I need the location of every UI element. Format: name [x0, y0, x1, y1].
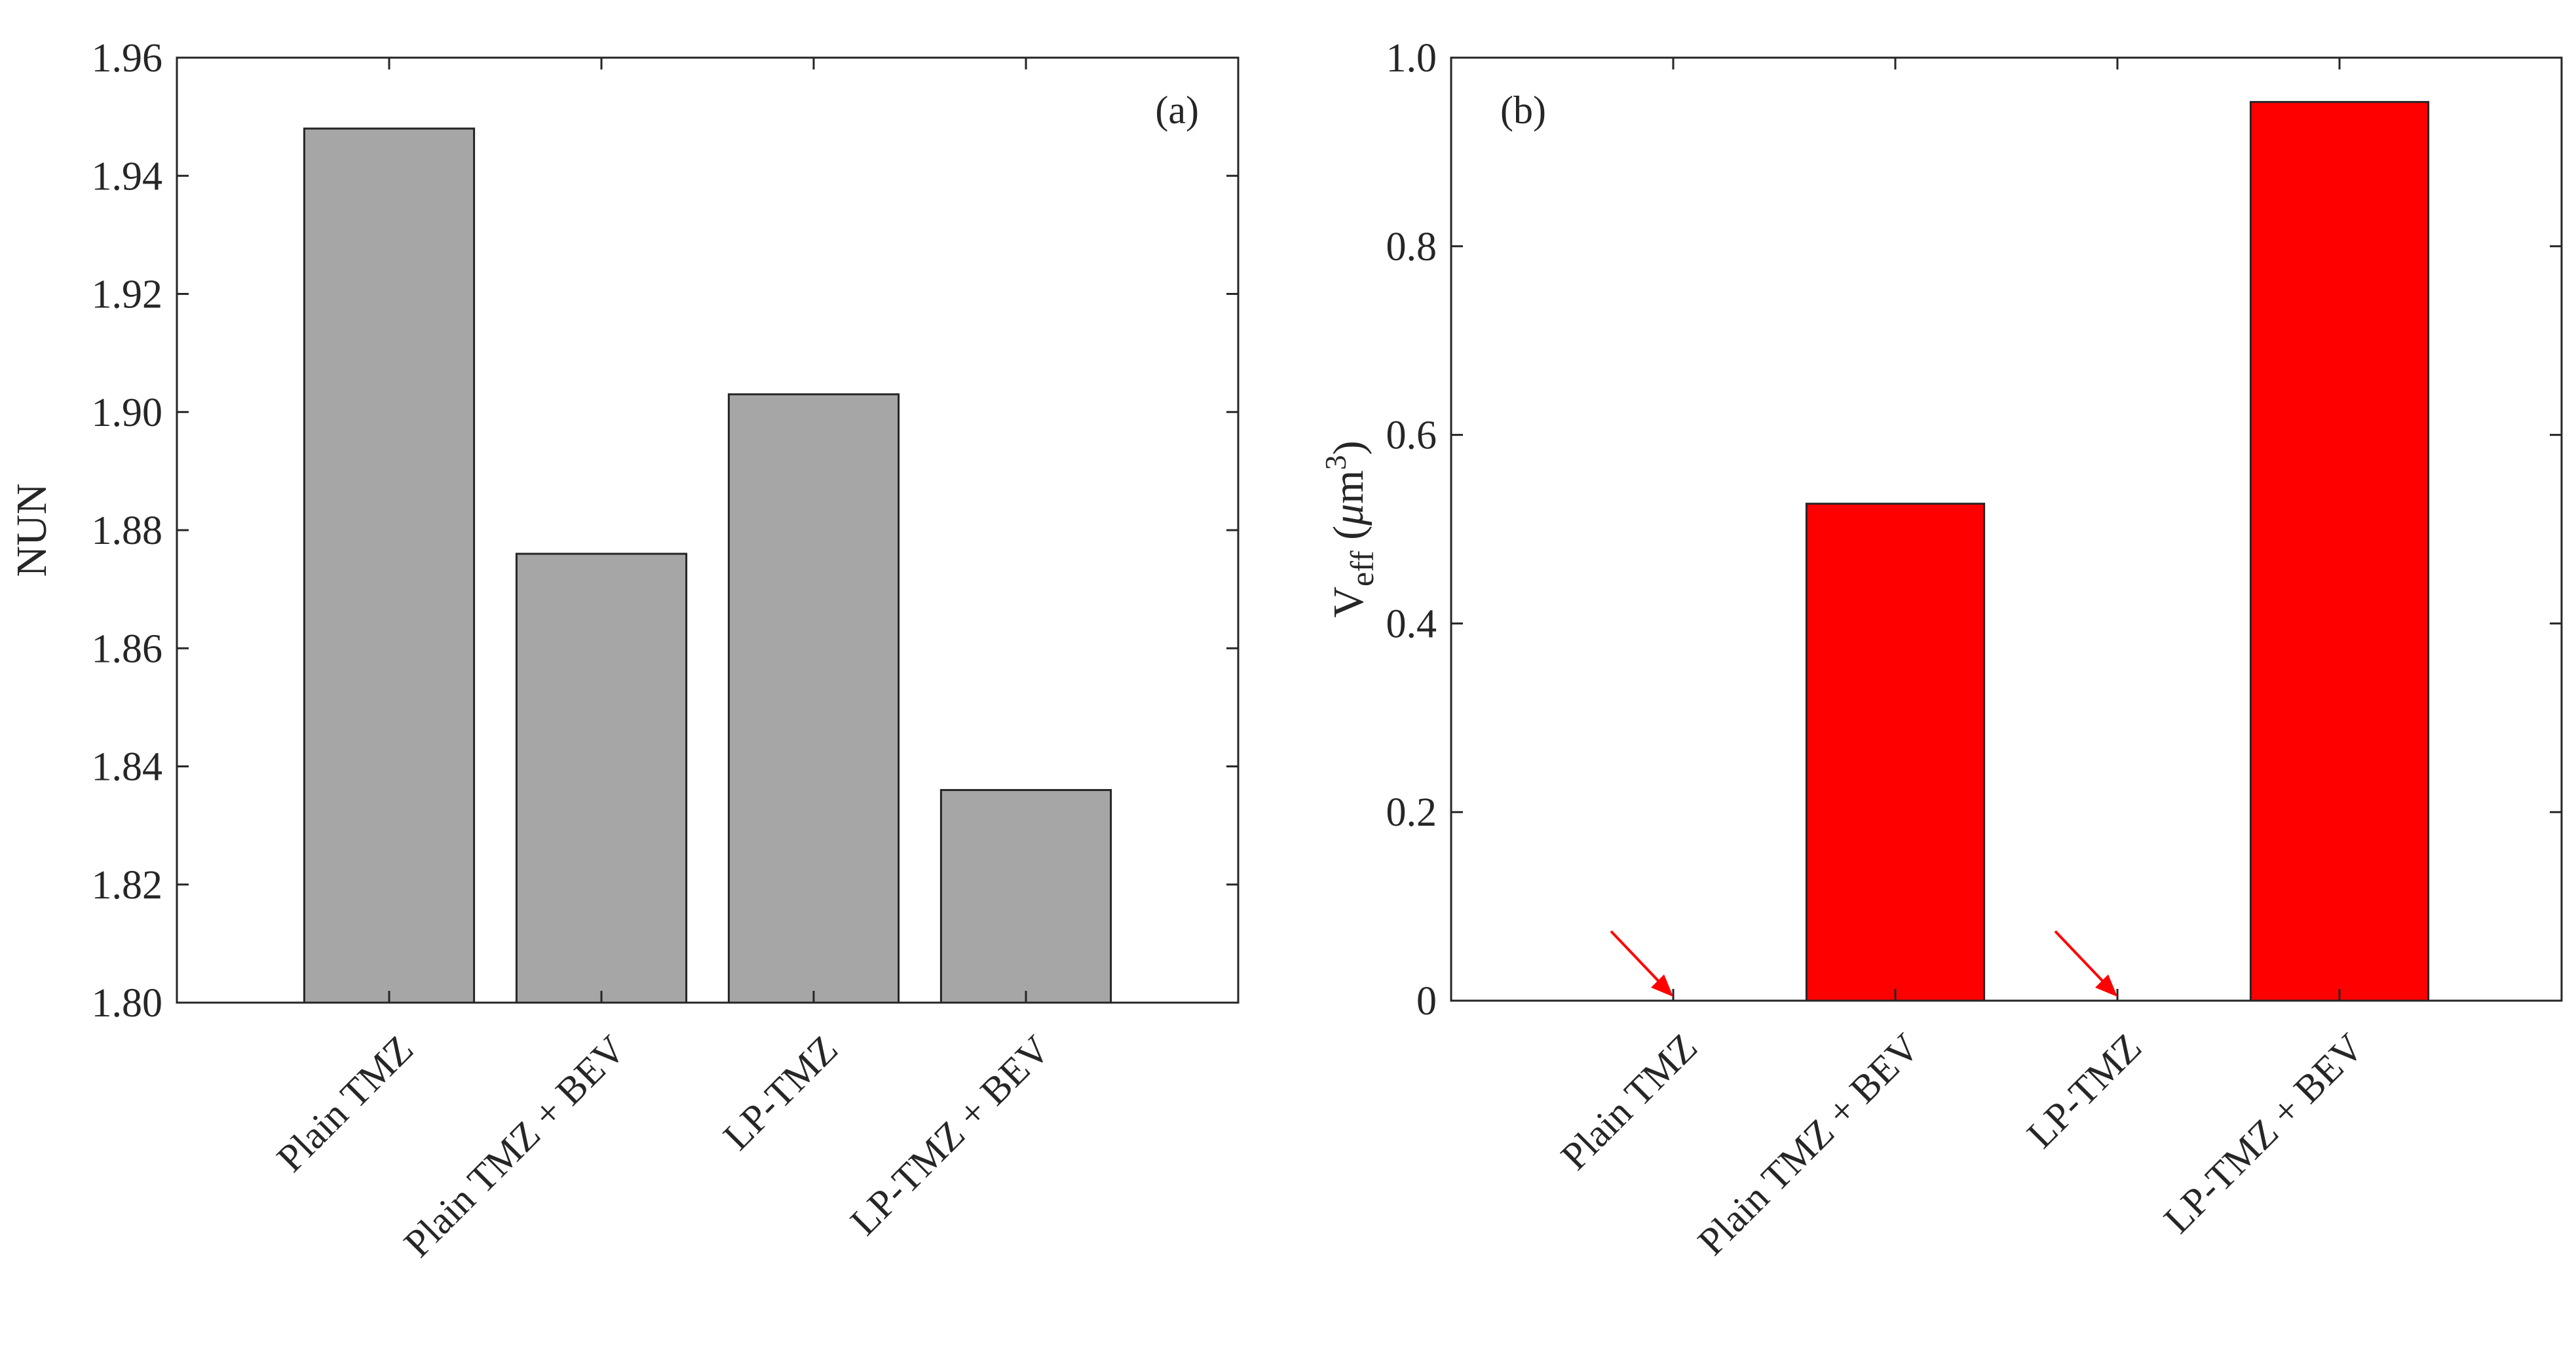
x-tick-label: Plain TMZ: [1553, 1026, 1705, 1178]
x-tick-label: Plain TMZ + BEV: [396, 1028, 634, 1265]
bar-plain-tmz-bev: [515, 552, 688, 1004]
annotation-arrow: [1610, 930, 1673, 997]
bar-lp-tmz-bev: [2249, 101, 2430, 1002]
bar-lp-tmz: [727, 393, 900, 1004]
x-tick-label: LP-TMZ: [2018, 1026, 2150, 1157]
bar-plain-tmz-bev: [1805, 503, 1986, 1002]
y-tick-label: 1.96: [92, 36, 163, 81]
panel-a: 1.80 1.82 1.84 1.86 1.88 1.90 1.92 1.94 1.96 Plai…: [8, 36, 1240, 1265]
y-tick-label: 1.94: [92, 154, 163, 199]
y-axis-label: Veff (μm3): [1319, 440, 1380, 617]
y-tick-label: 1.82: [92, 863, 163, 908]
y-tick-label: 0.4: [1386, 602, 1437, 646]
x-tick-label: LP-TMZ + BEV: [2155, 1026, 2372, 1242]
y-tick-label: 0: [1416, 979, 1437, 1024]
bar-lp-tmz-bev: [939, 789, 1112, 1004]
y-tick-label: 1.92: [92, 273, 163, 317]
y-tick-label: 1.80: [92, 981, 163, 1026]
axes-box: [1450, 56, 2563, 1002]
y-tick-label: 1.88: [92, 509, 163, 553]
y-tick-label: 1.84: [92, 745, 163, 790]
panel-label: (a): [1155, 88, 1199, 132]
y-axis-label: NUN: [8, 484, 56, 577]
y-tick-label: 0.8: [1386, 225, 1437, 269]
x-tick-label: LP-TMZ: [715, 1028, 846, 1159]
y-tick-label: 0.2: [1386, 790, 1437, 835]
y-tick-label: 0.6: [1386, 414, 1437, 458]
y-tick-label: 1.90: [92, 391, 163, 435]
y-tick-label: 1.0: [1386, 36, 1437, 81]
x-tick-label: LP-TMZ + BEV: [842, 1028, 1058, 1244]
panel-label: (b): [1500, 88, 1546, 132]
x-tick-label: Plain TMZ: [269, 1028, 421, 1180]
annotation-arrow: [2054, 930, 2117, 997]
y-tick-label: 1.86: [92, 626, 163, 671]
bar-plain-tmz: [303, 127, 476, 1004]
x-tick-label: Plain TMZ + BEV: [1690, 1026, 1927, 1263]
